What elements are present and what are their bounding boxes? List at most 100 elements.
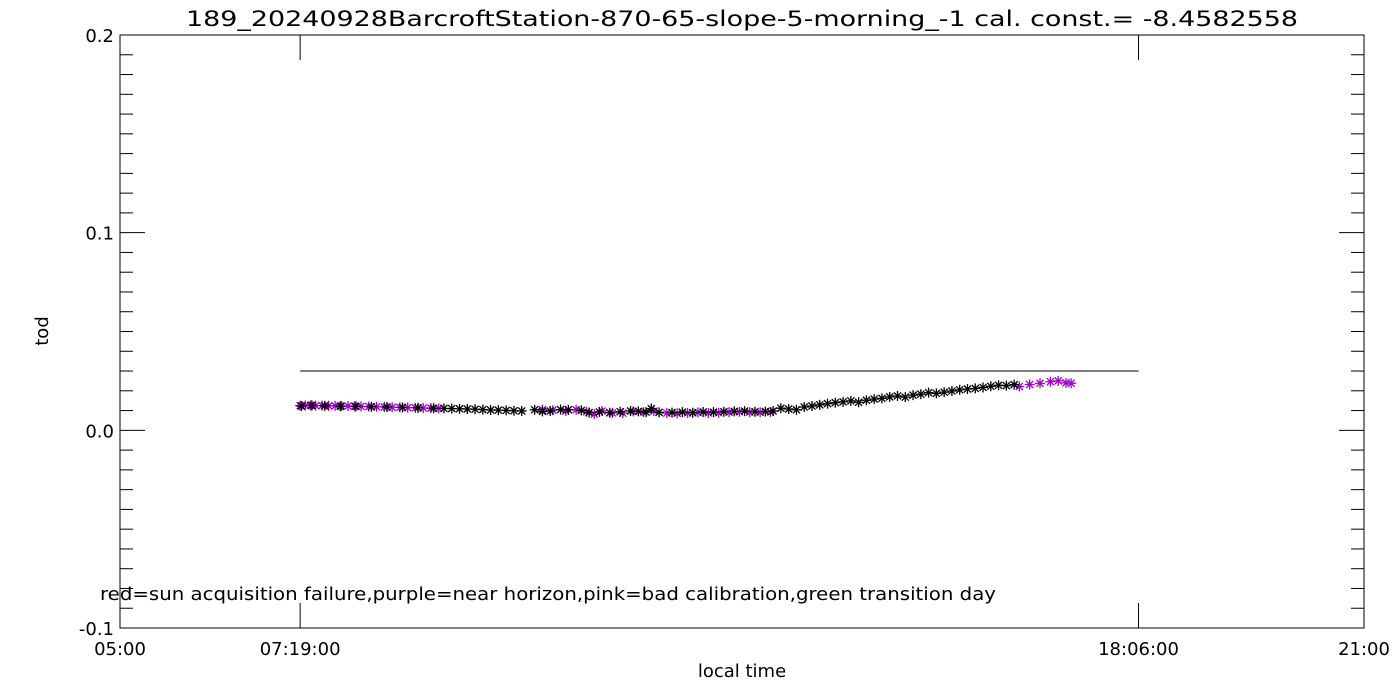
data-point-stroke bbox=[668, 408, 677, 417]
data-point bbox=[1035, 378, 1046, 389]
data-point-stroke bbox=[932, 389, 941, 398]
data-point-stroke bbox=[1010, 380, 1019, 389]
data-point-stroke bbox=[862, 396, 871, 405]
data-point bbox=[939, 387, 950, 398]
data-point-stroke bbox=[585, 408, 594, 417]
axis-tick-labels: -0.1 0.0 0.1 0.2 05:00 07:19:00 18:06:00 21:00 bbox=[79, 26, 1390, 660]
data-point bbox=[931, 388, 942, 399]
data-point bbox=[838, 396, 849, 407]
data-point bbox=[633, 406, 644, 417]
data-point-stroke bbox=[429, 404, 438, 413]
data-point bbox=[646, 403, 657, 414]
data-point-stroke bbox=[699, 407, 708, 416]
data-point bbox=[884, 391, 895, 402]
data-point-stroke bbox=[688, 408, 697, 417]
data-point-stroke bbox=[963, 385, 972, 394]
data-point bbox=[296, 401, 307, 412]
data-point-stroke bbox=[662, 409, 671, 418]
data-point-stroke bbox=[344, 402, 353, 411]
data-point bbox=[900, 392, 911, 403]
data-point-stroke bbox=[994, 381, 1003, 390]
data-point-stroke bbox=[538, 407, 547, 416]
legend-annotation: red=sun acquisition failure,purple=near … bbox=[100, 584, 996, 605]
data-point bbox=[698, 406, 709, 417]
data-point bbox=[806, 401, 817, 412]
axis-ticks bbox=[119, 34, 1365, 629]
data-point-stroke bbox=[854, 398, 863, 407]
data-point-stroke bbox=[740, 407, 749, 416]
data-point-stroke bbox=[530, 405, 539, 414]
y-tick-label: -0.1 bbox=[79, 619, 114, 640]
data-point-stroke bbox=[750, 407, 759, 416]
data-point-stroke bbox=[605, 408, 614, 417]
data-point-stroke bbox=[297, 402, 306, 411]
data-point-stroke bbox=[1015, 382, 1024, 391]
data-point bbox=[783, 403, 794, 414]
data-point bbox=[791, 404, 802, 415]
data-point bbox=[397, 402, 408, 413]
data-point-stroke bbox=[924, 388, 933, 397]
data-point bbox=[319, 400, 330, 411]
data-point bbox=[1053, 375, 1064, 386]
data-point-stroke bbox=[769, 406, 778, 415]
data-point-stroke bbox=[761, 407, 770, 416]
data-point-stroke bbox=[564, 405, 573, 414]
x-axis-label: local time bbox=[698, 661, 786, 682]
data-point bbox=[667, 407, 678, 418]
data-point-stroke bbox=[509, 406, 518, 415]
data-point-stroke bbox=[647, 404, 656, 413]
y-tick-label: 0.2 bbox=[85, 26, 114, 47]
data-point bbox=[625, 405, 636, 416]
data-point bbox=[729, 406, 740, 417]
data-point bbox=[822, 398, 833, 409]
data-point bbox=[604, 407, 615, 418]
data-point-stroke bbox=[678, 408, 687, 417]
data-point bbox=[563, 404, 574, 415]
data-point-stroke bbox=[351, 402, 360, 411]
data-point-stroke bbox=[1054, 376, 1063, 385]
data-point bbox=[954, 384, 965, 395]
data-point-stroke bbox=[414, 403, 423, 412]
data-point-stroke bbox=[382, 403, 391, 412]
data-point bbox=[306, 400, 317, 411]
data-point-stroke bbox=[916, 390, 925, 399]
data-point-stroke bbox=[971, 384, 980, 393]
data-point-stroke bbox=[807, 402, 816, 411]
data-point bbox=[1066, 378, 1077, 389]
data-point-stroke bbox=[823, 399, 832, 408]
data-point-stroke bbox=[494, 406, 503, 415]
data-point bbox=[1001, 380, 1012, 391]
data-point bbox=[584, 407, 595, 418]
data-point-stroke bbox=[719, 407, 728, 416]
data-point-stroke bbox=[792, 405, 801, 414]
data-point-stroke bbox=[1046, 377, 1055, 386]
data-point bbox=[594, 406, 605, 417]
data-point bbox=[615, 406, 626, 417]
data-point bbox=[350, 401, 361, 412]
chart-title: 189_20240928BarcroftStation-870-65-slope… bbox=[186, 7, 1298, 32]
data-point-stroke bbox=[986, 382, 995, 391]
data-point-stroke bbox=[336, 402, 345, 411]
data-point-stroke bbox=[885, 392, 894, 401]
data-point-stroke bbox=[1067, 379, 1076, 388]
y-tick-label: 0.1 bbox=[85, 224, 114, 245]
data-point bbox=[861, 395, 872, 406]
data-point-stroke bbox=[909, 391, 918, 400]
plot-frame bbox=[119, 34, 1365, 629]
y-axis-label: tod bbox=[32, 316, 53, 346]
data-point bbox=[413, 402, 424, 413]
data-point-stroke bbox=[1036, 379, 1045, 388]
data-point-stroke bbox=[546, 406, 555, 415]
data-point-stroke bbox=[1025, 380, 1034, 389]
y-tick-label: 0.0 bbox=[85, 421, 114, 442]
data-point bbox=[869, 394, 880, 405]
data-point bbox=[687, 407, 698, 418]
data-point bbox=[830, 397, 841, 408]
data-point-stroke bbox=[502, 406, 511, 415]
data-point bbox=[908, 390, 919, 401]
data-point bbox=[923, 387, 934, 398]
data-point bbox=[454, 403, 465, 414]
data-point-stroke bbox=[839, 397, 848, 406]
data-point bbox=[876, 393, 887, 404]
